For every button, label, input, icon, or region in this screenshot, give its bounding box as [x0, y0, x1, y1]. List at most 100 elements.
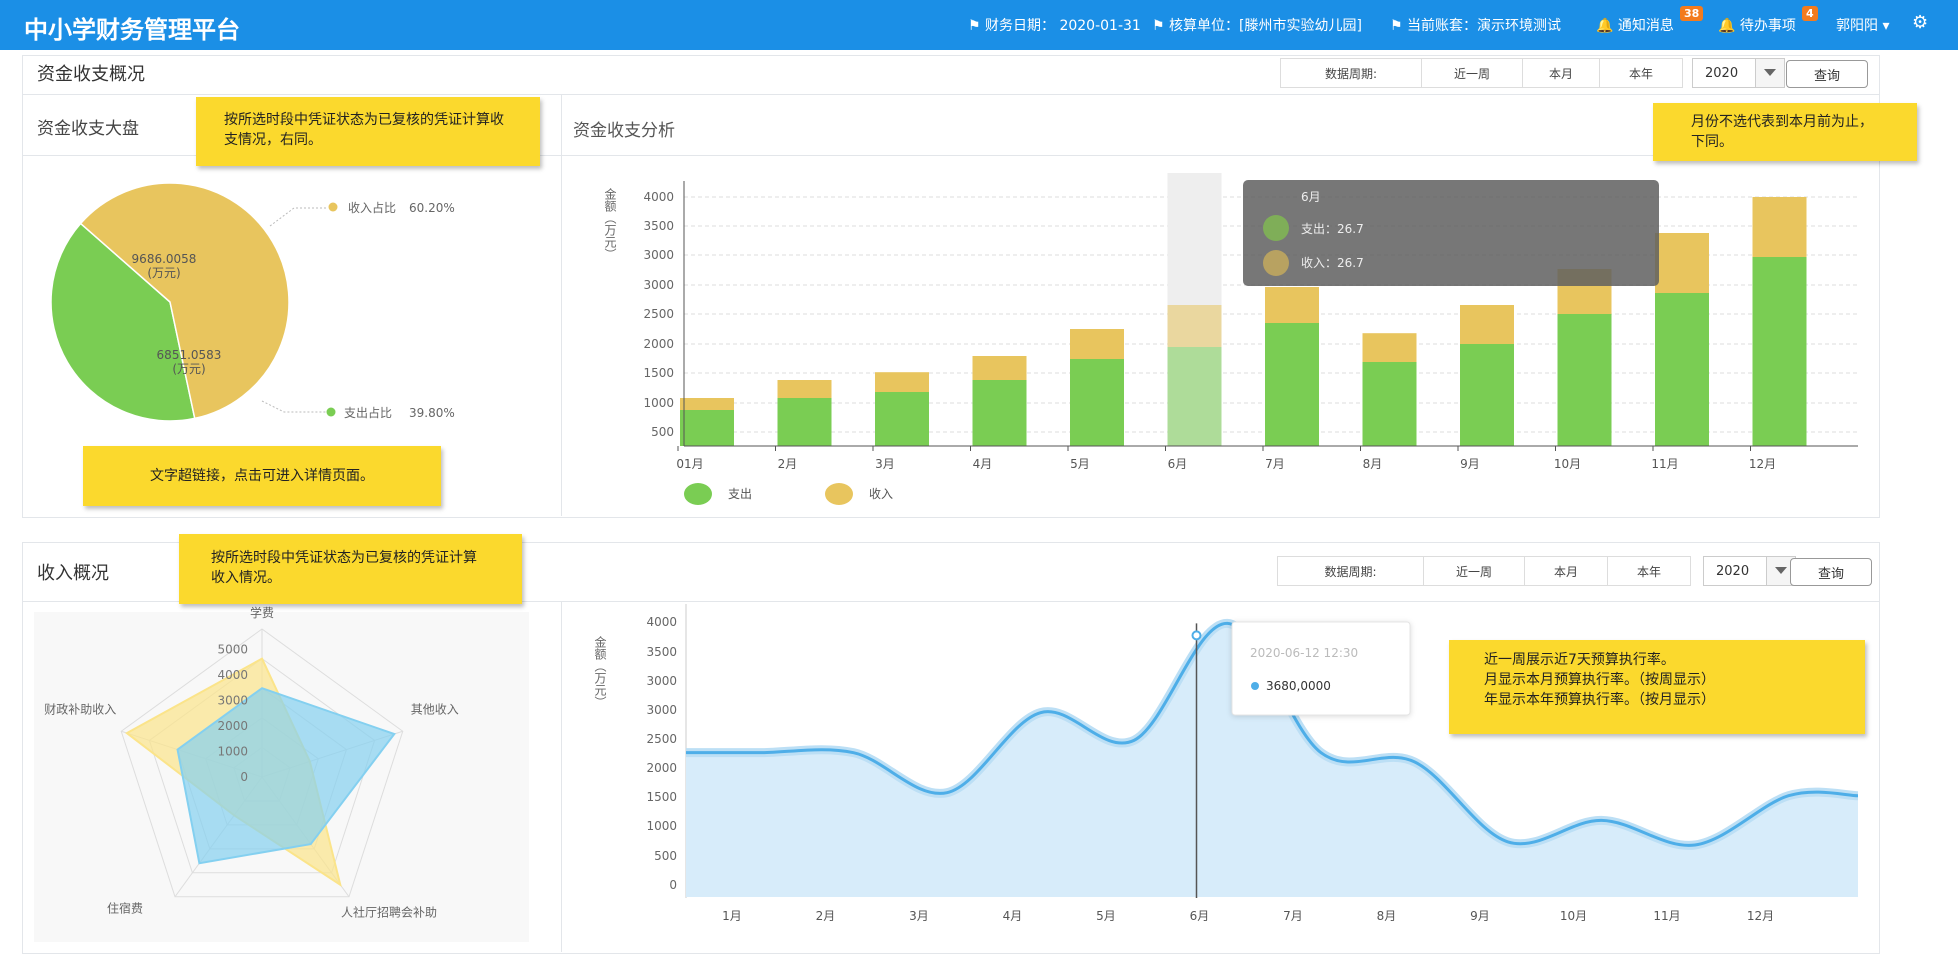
divider — [22, 94, 1879, 95]
radar-axis-label: 财政补助收入 — [44, 702, 116, 716]
note-hyperlink: 文字超链接，点击可进入详情页面。 — [83, 446, 441, 506]
expense-bar[interactable] — [777, 398, 832, 446]
expense-bar[interactable] — [1362, 362, 1417, 446]
legend-income-marker[interactable] — [825, 483, 853, 505]
period-option-month[interactable]: 本月 — [1525, 557, 1608, 585]
x-tick-label: 8月 — [1377, 909, 1397, 923]
leader-line — [269, 207, 326, 227]
x-tick-label: 9月 — [1460, 457, 1480, 471]
divider — [22, 155, 1879, 156]
income-legend-pct: 60.20% — [409, 201, 455, 215]
income-bar[interactable] — [1655, 233, 1709, 293]
radar-axis-label: 住宿费 — [107, 901, 143, 916]
note-line: 近一周展示近7天预算执行率。 — [1484, 652, 1675, 668]
area-fill — [686, 623, 1858, 897]
income-bar[interactable] — [1362, 333, 1417, 362]
income-slice[interactable] — [79, 182, 290, 420]
tooltip-time: 2020-06-12 12:30 — [1250, 646, 1358, 660]
gear-icon[interactable]: ⚙ — [1912, 12, 1929, 33]
expense-value-link[interactable]: 6851.0583 — [157, 348, 222, 362]
legend-expense-marker[interactable] — [684, 483, 712, 505]
notifications-link[interactable]: 🔔 通知消息 — [1596, 15, 1674, 35]
expense-legend-dot — [326, 407, 336, 417]
expense-bar[interactable] — [680, 410, 734, 446]
expense-bar[interactable] — [1557, 314, 1612, 446]
period-option-week[interactable]: 近一周 — [1422, 59, 1523, 87]
income-year-select[interactable]: 2020 — [1703, 556, 1796, 586]
period-option-year[interactable]: 本年 — [1636, 564, 1661, 579]
income-unit: (万元) — [147, 266, 180, 280]
radar-grid-ring — [120, 628, 404, 898]
expense-unit: (万元) — [172, 362, 205, 376]
app-title: 中小学财务管理平台 — [24, 16, 240, 44]
tooltip-expense: 支出：26.7 — [1301, 222, 1364, 236]
expense-bar[interactable] — [1460, 344, 1514, 446]
legend-expense-label[interactable]: 支出 — [728, 487, 752, 501]
income-bar[interactable] — [1460, 305, 1514, 344]
income-bar[interactable] — [1070, 329, 1124, 359]
todos-link[interactable]: 🔔 待办事项 — [1718, 15, 1796, 35]
funds-year-select[interactable]: 2020 — [1692, 58, 1785, 88]
x-tick-label: 5月 — [1096, 909, 1116, 923]
period-option-week[interactable]: 近一周 — [1424, 557, 1525, 585]
income-bar[interactable] — [875, 372, 929, 392]
expense-bar[interactable] — [1265, 323, 1319, 446]
x-tick-label: 4月 — [973, 457, 993, 471]
funds-query-button[interactable]: 查询 — [1786, 60, 1868, 88]
y-tick-label: 1000 — [643, 396, 674, 410]
expense-bar[interactable] — [1167, 347, 1222, 446]
x-tick-label: 5月 — [1070, 457, 1090, 471]
expense-bar[interactable] — [1655, 293, 1709, 446]
accounting-unit[interactable]: ⚑ 核算单位：[滕州市实验幼儿园] — [1152, 15, 1362, 35]
user-menu[interactable]: 郭阳阳 ▾ — [1836, 15, 1889, 35]
income-bar[interactable] — [1167, 305, 1222, 347]
y-tick-label: 2500 — [646, 732, 677, 746]
income-bar[interactable] — [972, 356, 1027, 380]
leader-line — [261, 400, 326, 413]
x-tick-label: 6月 — [1190, 909, 1210, 923]
expense-slice[interactable] — [50, 222, 196, 422]
radar-tick-label: 1000 — [217, 745, 248, 759]
radar-tick-label: 0 — [240, 770, 248, 784]
current-account-text: 当前账套：演示环境测试 — [1407, 18, 1562, 34]
radar-axis-label: 人社厅招聘会补助 — [341, 905, 437, 920]
x-tick-label: 7月 — [1265, 457, 1285, 471]
x-tick-label: 2月 — [778, 457, 798, 471]
bell-icon: 🔔 — [1596, 18, 1614, 34]
legend-income-label[interactable]: 收入 — [869, 487, 893, 501]
tag-icon: ⚑ — [1152, 18, 1165, 34]
income-bar[interactable] — [1265, 287, 1319, 323]
income-bar[interactable] — [1752, 197, 1807, 257]
income-bar[interactable] — [680, 398, 734, 410]
y-tick-label: 0 — [669, 878, 677, 892]
note-overview-basis: 按所选时段中凭证状态为已复核的凭证计算收支情况，右同。 — [196, 97, 540, 166]
current-account[interactable]: ⚑ 当前账套：演示环境测试 — [1390, 15, 1570, 35]
x-tick-label: 11月 — [1651, 457, 1678, 471]
x-tick-label: 3月 — [909, 909, 929, 923]
expense-bar[interactable] — [875, 392, 929, 446]
income-bar[interactable] — [777, 380, 832, 398]
year-value: 2020 — [1705, 65, 1739, 81]
radar-series-area[interactable] — [176, 687, 396, 865]
radar-tick-label: 4000 — [217, 668, 248, 682]
y-tick-label: 4000 — [643, 190, 674, 204]
period-option-month[interactable]: 本月 — [1523, 59, 1600, 87]
todos-count-badge: 4 — [1802, 6, 1818, 21]
income-query-button[interactable]: 查询 — [1790, 558, 1872, 586]
income-line-chart: 金额（万元） 0 500 1000 1500 2000 2500 3000 3000 3500 4… — [593, 604, 1859, 923]
expense-bar[interactable] — [972, 380, 1027, 446]
y-tick-label: 1500 — [646, 790, 677, 804]
y-tick-label: 3000 — [643, 278, 674, 292]
expense-legend-label: 支出占比 — [344, 405, 392, 420]
y-tick-label: 500 — [651, 425, 674, 439]
chevron-down-icon: ▾ — [1882, 18, 1890, 34]
expense-bar[interactable] — [1752, 257, 1807, 446]
period-option-year[interactable]: 本年 — [1628, 66, 1653, 81]
overview-pie-chart: 收入占比 60.20% 支出占比 39.80% 9686.0058 (万元) 6… — [50, 182, 455, 422]
expense-bar[interactable] — [1070, 359, 1124, 446]
analysis-bar-chart: 金额（万元） 500 1000 1500 2000 2500 3000 3000 3500 40… — [603, 173, 1858, 505]
income-value-link[interactable]: 9686.0058 — [132, 252, 197, 266]
x-tick-label: 7月 — [1283, 909, 1303, 923]
radar-tick-label: 2000 — [217, 719, 248, 733]
notifications-label: 通知消息 — [1617, 18, 1674, 34]
